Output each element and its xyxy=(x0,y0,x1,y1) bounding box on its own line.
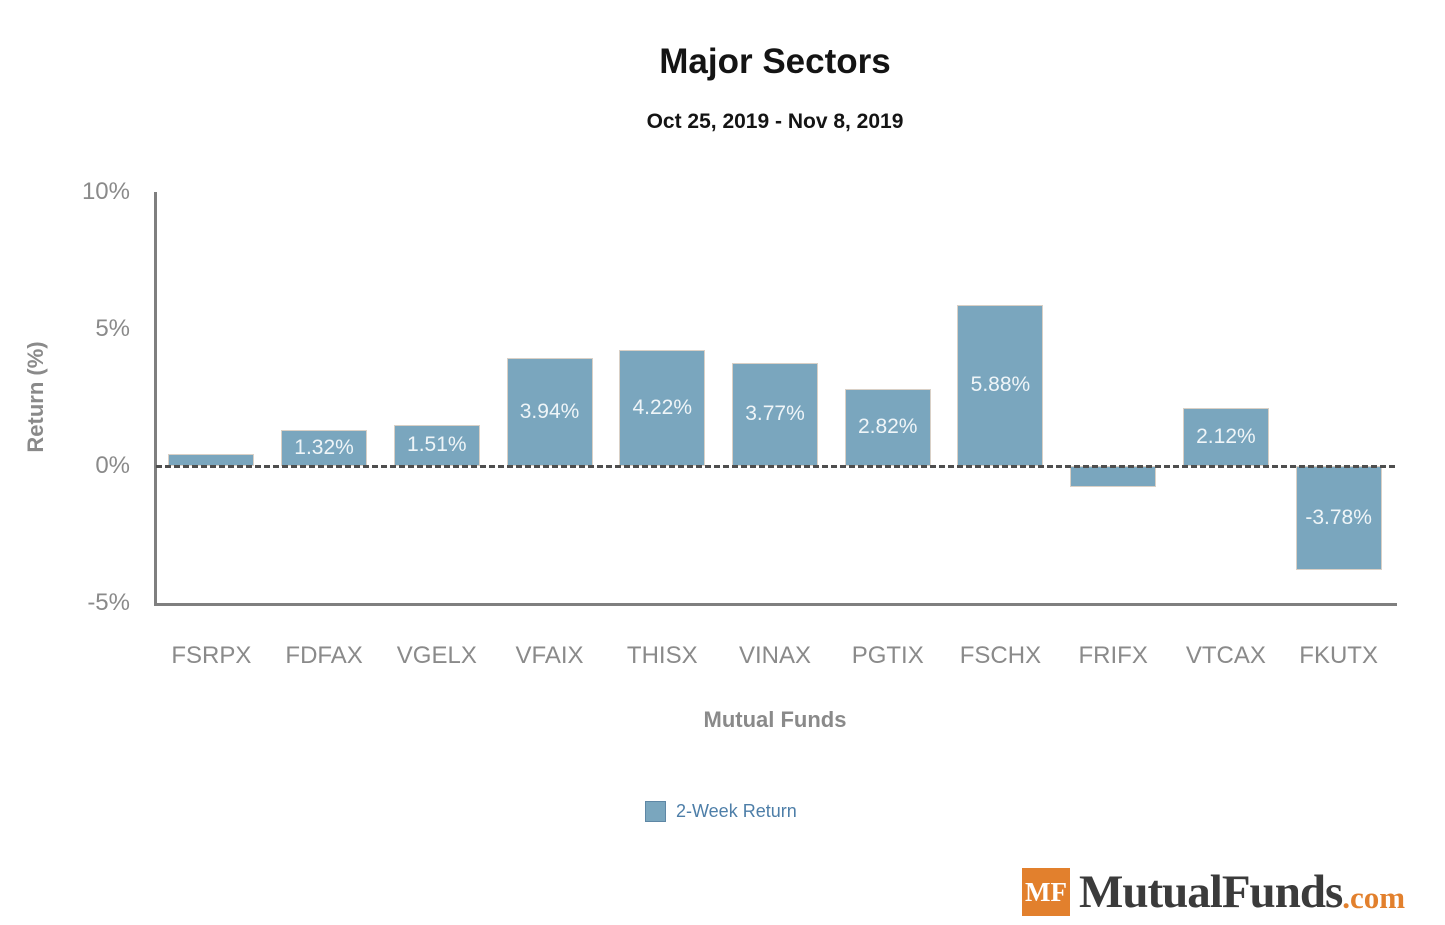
x-tick-fsrpx: FSRPX xyxy=(171,642,252,669)
brand-name: MutualFunds xyxy=(1079,866,1343,918)
legend-item[interactable]: 2-Week Return xyxy=(645,801,797,822)
bar-value-label: 1.32% xyxy=(294,435,354,459)
bar-value-label: 2.82% xyxy=(857,415,918,439)
bar-frifx[interactable] xyxy=(1070,466,1157,488)
bar-thisx[interactable]: 4.22% xyxy=(619,350,706,466)
bar-value-label: 2.12% xyxy=(1196,424,1256,448)
x-tick-vinax: VINAX xyxy=(738,642,811,669)
mutualfunds-logo[interactable]: MF MutualFunds .com xyxy=(1022,868,1405,916)
x-tick-vgelx: VGELX xyxy=(396,642,477,669)
brand-tld: .com xyxy=(1342,880,1406,916)
bar-fkutx[interactable]: -3.78% xyxy=(1295,466,1382,570)
legend-label: 2-Week Return xyxy=(676,801,797,821)
bar-vgelx[interactable]: 1.51% xyxy=(393,424,480,466)
bar-vinax[interactable]: 3.77% xyxy=(732,362,818,466)
x-tick-fkutx: FKUTX xyxy=(1299,642,1378,669)
legend-swatch-icon xyxy=(645,801,666,822)
x-tick-pgtix: PGTIX xyxy=(851,642,924,669)
bar-value-label: 1.51% xyxy=(407,433,467,457)
zero-gridline xyxy=(156,465,1395,468)
bar-value-label: 3.77% xyxy=(745,402,805,426)
x-axis-title: Mutual Funds xyxy=(703,707,847,732)
bar-vfaix[interactable]: 3.94% xyxy=(506,358,593,466)
x-tick-frifx: FRIFX xyxy=(1078,642,1148,669)
x-tick-vfaix: VFAIX xyxy=(515,642,584,669)
chart-subtitle: Oct 25, 2019 - Nov 8, 2019 xyxy=(646,110,904,133)
x-axis-line xyxy=(154,603,1397,606)
x-tick-vtcax: VTCAX xyxy=(1185,642,1266,669)
y-tick-label: 10% xyxy=(81,178,130,205)
bar-value-label: -3.78% xyxy=(1305,505,1372,529)
bar-value-label: 3.94% xyxy=(519,400,580,423)
bar-pgtix[interactable]: 2.82% xyxy=(844,388,931,466)
y-tick-label: 5% xyxy=(95,315,130,342)
x-tick-thisx: THISX xyxy=(626,642,698,669)
y-tick-label: -5% xyxy=(87,589,130,616)
bar-fschx[interactable]: 5.88% xyxy=(957,304,1044,466)
bar-fdfax[interactable]: 1.32% xyxy=(281,429,368,466)
x-tick-fschx: FSCHX xyxy=(959,642,1042,669)
mf-badge-icon: MF xyxy=(1022,868,1070,916)
bar-value-label: 5.88% xyxy=(970,373,1031,397)
bar-value-label: 4.22% xyxy=(632,396,693,420)
chart-title: Major Sectors xyxy=(659,42,891,81)
x-tick-fdfax: FDFAX xyxy=(285,642,363,669)
y-axis-line xyxy=(154,192,157,606)
y-tick-label: 0% xyxy=(95,452,130,479)
bar-vtcax[interactable]: 2.12% xyxy=(1182,407,1269,466)
